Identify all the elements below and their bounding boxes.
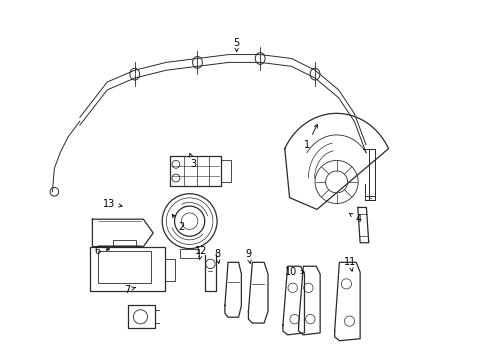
Text: 8: 8 bbox=[214, 249, 220, 264]
Text: 6: 6 bbox=[94, 246, 109, 256]
Bar bbox=[128, 305, 155, 328]
Bar bbox=[98, 251, 151, 283]
Bar bbox=[164, 259, 174, 281]
Text: 3: 3 bbox=[189, 153, 196, 169]
Text: 12: 12 bbox=[195, 246, 207, 260]
Text: 10: 10 bbox=[285, 267, 304, 277]
Text: 2: 2 bbox=[172, 214, 184, 232]
Bar bbox=[90, 247, 164, 291]
Bar bbox=[170, 157, 221, 186]
Text: 1: 1 bbox=[304, 125, 317, 150]
Bar bbox=[113, 240, 136, 247]
Text: 7: 7 bbox=[123, 285, 135, 295]
Text: 11: 11 bbox=[344, 257, 356, 271]
Bar bbox=[221, 161, 230, 182]
Text: 5: 5 bbox=[233, 38, 239, 52]
Text: 4: 4 bbox=[349, 213, 361, 224]
Text: 9: 9 bbox=[245, 249, 251, 264]
Text: 13: 13 bbox=[103, 198, 122, 208]
Bar bbox=[180, 249, 199, 258]
